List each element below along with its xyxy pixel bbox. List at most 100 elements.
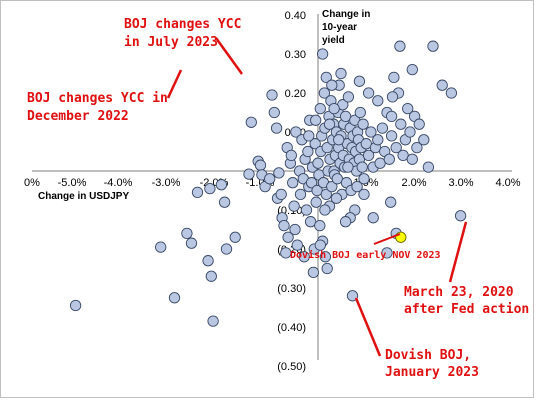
x-tick-label: 4.0% <box>495 177 520 189</box>
scatter-point <box>181 227 193 240</box>
scatter-point <box>381 247 393 259</box>
scatter-point <box>372 95 384 107</box>
scatter-point <box>309 138 321 150</box>
scatter-point <box>278 219 290 232</box>
scatter-point <box>385 130 398 142</box>
scatter-point <box>436 79 448 91</box>
scatter-point <box>289 223 301 236</box>
scatter-point <box>422 161 435 173</box>
scatter-point <box>326 79 338 91</box>
scatter-point <box>320 71 332 84</box>
scatter-point <box>268 106 280 119</box>
scatter-point <box>388 71 400 84</box>
scatter-point <box>155 241 167 253</box>
scatter-point <box>168 292 181 304</box>
scatter-point <box>354 106 366 119</box>
scatter-point <box>254 159 267 171</box>
annotation-boj-ycc-july-2023: BOJ changes YCC in July 2023 <box>124 17 249 50</box>
scatter-point <box>376 122 389 134</box>
scatter-point <box>357 118 369 130</box>
scatter-point <box>395 118 407 130</box>
scatter-point <box>264 173 276 185</box>
scatter-point <box>314 239 326 251</box>
annotation-boj-ycc-dec-2022: BOJ changes YCC in December 2022 <box>27 91 176 124</box>
scatter-point <box>302 145 314 158</box>
y-tick-label: (0.50) <box>277 361 306 373</box>
scatter-point <box>205 270 217 282</box>
scatter-point <box>358 173 370 185</box>
scatter-point <box>282 231 294 243</box>
scatter-point <box>310 114 322 126</box>
scatter-point <box>342 161 354 173</box>
scatter-point <box>319 251 332 263</box>
y-axis-label: Change in 10-year yield <box>322 9 373 46</box>
scatter-point <box>413 118 425 130</box>
scatter-point <box>245 116 257 128</box>
scatter-point <box>69 299 82 312</box>
scatter-point <box>307 266 320 279</box>
y-tick-label: (0.40) <box>277 322 306 334</box>
x-tick-label: 3.0% <box>448 177 473 189</box>
annotations: BOJ changes YCC in July 2023 BOJ changes… <box>27 17 529 380</box>
annotation-arrow-march-2020 <box>448 221 468 283</box>
scatter-point <box>303 130 315 142</box>
scatter-point <box>298 251 310 263</box>
scatter-point <box>204 182 216 195</box>
scatter-point <box>330 192 343 204</box>
scatter-point <box>287 177 299 189</box>
scatter-point <box>394 40 406 52</box>
scatter-point <box>390 141 402 154</box>
x-tick-label: -4.0% <box>104 177 133 189</box>
scatter-point <box>202 255 214 267</box>
annotation-dovish-boj-jan-2023: Dovish BOJ, January 2023 <box>385 348 479 380</box>
scatter-point <box>404 126 416 138</box>
scatter-point <box>454 210 467 222</box>
x-tick-label: 0% <box>24 177 40 189</box>
scatter-point <box>362 87 375 99</box>
scatter-point <box>318 87 331 99</box>
scatter-point <box>427 40 439 52</box>
scatter-point <box>321 262 333 275</box>
scatter-point <box>328 102 340 115</box>
data-points <box>69 40 467 327</box>
annotation-dovish-boj-nov-2023: Dovish BOJ early NOV 2023 <box>290 249 441 261</box>
x-tick-label: 2.0% <box>401 177 426 189</box>
scatter-point <box>362 149 375 162</box>
scatter-point <box>270 122 283 134</box>
scatter-point <box>314 102 326 115</box>
scatter-point <box>418 134 430 146</box>
scatter-point <box>285 149 297 162</box>
scatter-point <box>372 134 384 146</box>
scatter-point <box>323 118 336 130</box>
x-tick-label: -5.0% <box>58 177 87 189</box>
scatter-point <box>215 179 228 191</box>
scatter-point <box>312 157 324 169</box>
scatter-point <box>335 67 347 80</box>
scatter-point <box>185 237 198 249</box>
scatter-point <box>445 87 458 99</box>
scatter-point <box>319 204 331 216</box>
scatter-point <box>351 180 363 193</box>
y-tick-label: 0.20 <box>285 88 306 100</box>
scatter-point <box>367 212 379 224</box>
scatter-point <box>305 177 318 189</box>
y-tick-label: (0.30) <box>277 283 306 295</box>
highlighted-point-nov-2023 <box>395 231 407 243</box>
scatter-point <box>411 141 423 154</box>
annotation-arrow-ycc-dec-2022 <box>166 69 183 99</box>
scatter-point <box>406 63 418 76</box>
scatter-point <box>218 196 231 208</box>
scatter-point <box>207 315 219 327</box>
scatter-point <box>353 75 366 87</box>
annotation-arrow-ycc-july-2023 <box>214 37 244 75</box>
scatter-point <box>321 141 333 154</box>
x-tick-label: -3.0% <box>152 177 181 189</box>
scatter-point <box>266 89 278 101</box>
scatter-point <box>406 153 418 165</box>
scatter-point <box>229 231 241 243</box>
scatter-point <box>316 48 329 60</box>
scatter-point <box>356 161 368 173</box>
scatter-point <box>273 167 285 179</box>
scatter-point <box>294 188 307 201</box>
scatter-point <box>320 188 332 201</box>
